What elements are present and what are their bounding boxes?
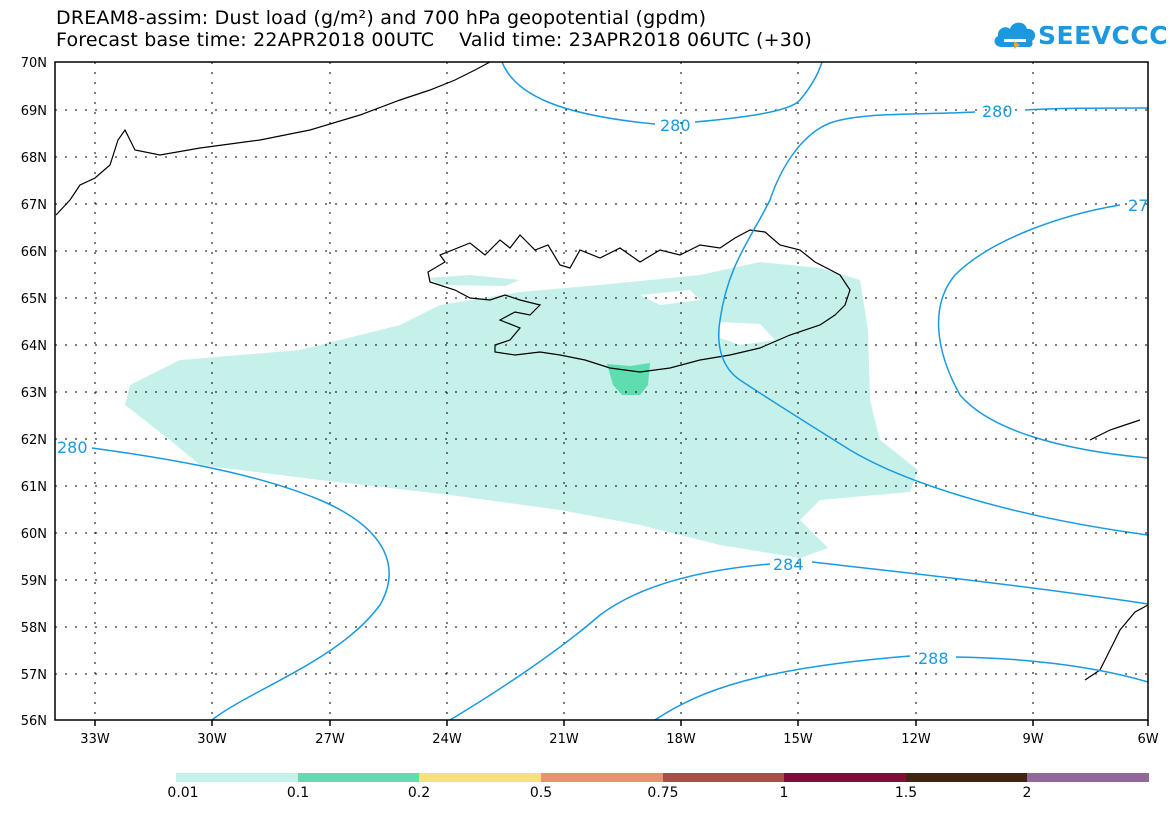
lon-label: 33W (80, 732, 110, 747)
logo-text: SEEVCCC (1038, 21, 1169, 50)
colorbar-swatch (176, 773, 298, 782)
colorbar-swatch (1027, 773, 1149, 782)
colorbar-label: 2 (1022, 785, 1032, 801)
contour-label: 280 (57, 438, 88, 457)
lon-label: 6W (1137, 732, 1158, 747)
contour-labels: 280 280 27 280 284 288 (57, 102, 1148, 668)
lat-label: 65N (21, 292, 47, 307)
colorbar-label: 0.2 (407, 785, 431, 801)
lat-label: 68N (21, 151, 47, 166)
lon-label: 30W (197, 732, 227, 747)
colorbar-label: 0.01 (167, 785, 199, 801)
colorbar-label: 1.5 (894, 785, 918, 801)
lat-label: 58N (21, 621, 47, 636)
lat-label: 64N (21, 339, 47, 354)
colorbar-label: 0.1 (286, 785, 310, 801)
lat-label: 62N (21, 433, 47, 448)
lat-label: 66N (21, 245, 47, 260)
lat-label: 59N (21, 574, 47, 589)
latitude-labels: 70N 69N 68N 67N 66N 65N 64N 63N 62N 61N … (21, 56, 47, 729)
seevccc-logo: SEEVCCC (992, 15, 1169, 55)
contour-288 (654, 655, 1149, 721)
coastlines (55, 61, 1149, 681)
lon-label: 15W (783, 732, 813, 747)
longitude-labels: 33W 30W 27W 24W 21W 18W 15W 12W 9W 6W (80, 732, 1158, 747)
colorbar-swatch (784, 773, 906, 782)
colorbar-swatch (906, 773, 1027, 782)
colorbar-swatch (663, 773, 784, 782)
contour-280-northeast (718, 107, 1149, 536)
iceland-coast (427, 229, 851, 373)
lon-label: 12W (901, 732, 931, 747)
lon-label: 9W (1022, 732, 1043, 747)
colorbar-swatch (419, 773, 541, 782)
dust-area-north (428, 275, 520, 286)
contour-label: 27 (1128, 196, 1148, 215)
colorbar-label: 0.5 (529, 785, 553, 801)
colorbar-swatch (298, 773, 419, 782)
lat-label: 70N (21, 56, 47, 71)
lat-label: 61N (21, 480, 47, 495)
lat-label: 69N (21, 104, 47, 119)
colorbar-label: 1 (779, 785, 789, 801)
colorbar-label: 0.75 (647, 785, 679, 801)
lat-label: 56N (21, 714, 47, 729)
cloud-icon (994, 22, 1036, 49)
dust-gap (720, 322, 775, 345)
norway-coast (1084, 419, 1149, 681)
lat-label: 67N (21, 198, 47, 213)
contour-label: 284 (773, 555, 804, 574)
contour-label: 280 (660, 116, 691, 135)
contour-label: 280 (982, 102, 1013, 121)
contour-280-west (91, 447, 390, 721)
gridlines (55, 62, 1148, 720)
map-frame (54, 61, 1149, 721)
lon-label: 27W (315, 732, 345, 747)
lon-label: 21W (549, 732, 579, 747)
dust-load-fill (125, 262, 918, 558)
colorbar (176, 773, 1149, 782)
dust-area-moderate (607, 363, 650, 395)
dust-gap (640, 290, 700, 305)
dust-area-low (125, 262, 918, 558)
chart-title-line1: DREAM8-assim: Dust load (g/m²) and 700 h… (56, 7, 707, 29)
greenland-coast (55, 61, 491, 216)
geopotential-contours (91, 61, 1149, 721)
axis-ticks (94, 720, 1149, 726)
lon-label: 18W (666, 732, 696, 747)
colorbar-swatch (541, 773, 663, 782)
lat-label: 57N (21, 668, 47, 683)
contour-label: 288 (918, 649, 949, 668)
contour-280-north (501, 61, 823, 125)
contour-284 (449, 561, 1149, 721)
lat-label: 60N (21, 527, 47, 542)
lon-label: 24W (432, 732, 462, 747)
chart-title-line2: Forecast base time: 22APR2018 00UTC Vali… (56, 29, 812, 51)
lat-label: 63N (21, 386, 47, 401)
contour-27-east (937, 204, 1149, 459)
